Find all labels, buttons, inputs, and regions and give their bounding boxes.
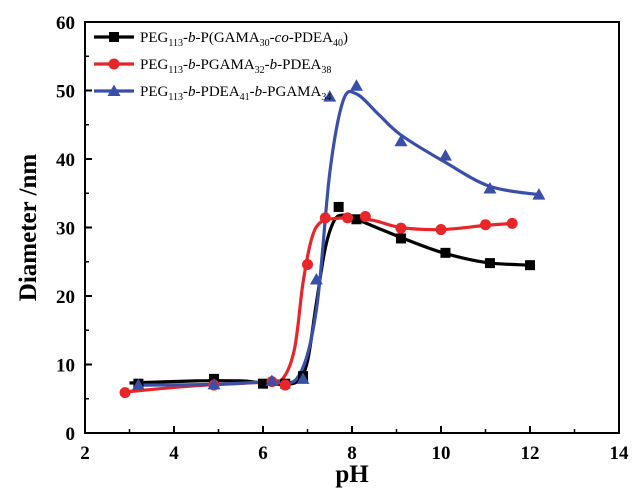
legend-text-part: b	[270, 57, 278, 73]
data-point-circle	[319, 212, 331, 224]
data-point-triangle	[207, 377, 221, 390]
x-tick-label: 6	[258, 443, 268, 464]
legend-text-part: -PDEA	[277, 57, 321, 73]
y-tick-label: 30	[56, 219, 75, 240]
legend-text-part: -	[183, 30, 188, 46]
data-point-triangle	[532, 188, 546, 200]
legend-text-part: -	[250, 84, 255, 100]
x-tick-label: 14	[610, 443, 630, 464]
legend-text-part: -	[265, 57, 270, 73]
series-curve-3	[138, 89, 540, 387]
data-point-square	[395, 233, 406, 244]
data-point-square	[351, 214, 362, 225]
legend-label-3: PEG113-b-PDEA41-b-PGAMA34	[140, 84, 331, 103]
legend-text-part: 34	[321, 92, 331, 103]
legend-text-part: )	[343, 30, 348, 46]
data-point-square	[440, 247, 451, 258]
smooth-curves	[124, 89, 540, 394]
data-point-circle	[480, 219, 491, 231]
legend-text-part: 40	[333, 38, 343, 49]
legend-marker-circle	[108, 58, 120, 70]
legend-text-part: b	[188, 84, 196, 100]
data-point-square	[258, 378, 268, 389]
y-axis-title: Diameter /nm	[15, 154, 42, 302]
legend-text-part: -PGAMA	[195, 57, 254, 73]
legend-text-part: -PDEA	[289, 30, 333, 46]
legend-text-part: 32	[255, 65, 265, 76]
series-curve-1	[129, 213, 531, 387]
data-point-triangle	[438, 149, 452, 161]
y-tick-label: 10	[56, 356, 75, 377]
data-point-circle	[119, 387, 131, 399]
legend-text-part: 113	[168, 65, 183, 76]
legend-text-part: PEG	[140, 84, 169, 100]
y-tick-label: 60	[56, 13, 75, 34]
legend-text-part: 113	[168, 92, 183, 103]
y-tick-label: 50	[56, 82, 75, 103]
data-point-circle	[302, 258, 313, 270]
y-tick-label: 0	[66, 424, 76, 445]
x-tick-label: 4	[169, 443, 179, 464]
data-point-square	[333, 201, 344, 212]
data-point-circle	[342, 212, 354, 224]
legend-text-part: b	[255, 84, 263, 100]
legend: PEG113-b-P(GAMA30-co-PDEA40)PEG113-b-PGA…	[94, 30, 348, 103]
legend-text-part: -P(GAMA	[195, 30, 259, 46]
legend-text-part: -	[183, 57, 188, 73]
data-point-triangle	[296, 372, 310, 384]
data-point-square	[525, 260, 535, 271]
x-tick-label: 10	[432, 443, 451, 464]
legend-text-part: 41	[240, 92, 250, 103]
data-point-triangle	[309, 273, 323, 285]
x-tick-label: 8	[347, 443, 357, 464]
data-point-square	[484, 258, 495, 269]
x-axis-title: pH	[335, 461, 369, 488]
data-point-triangle	[483, 181, 497, 194]
data-point-circle	[435, 224, 447, 236]
data-point-triangle	[131, 378, 145, 391]
y-axis-ticks: 0 10 20 30 40 50 60	[56, 13, 92, 445]
legend-text-part: 113	[168, 38, 183, 49]
legend-text-part: -	[183, 84, 188, 100]
legend-text-part: co	[275, 30, 290, 46]
legend-text-part: b	[188, 57, 196, 73]
data-point-triangle	[349, 79, 363, 91]
y-tick-label: 20	[56, 287, 75, 308]
legend-marker-square	[109, 32, 119, 42]
data-point-circle	[506, 217, 518, 229]
legend-text-part: 30	[260, 38, 270, 49]
data-markers	[119, 79, 546, 399]
data-point-triangle	[394, 134, 408, 147]
legend-text-part: -PDEA	[195, 84, 239, 100]
legend-text-part: -	[270, 30, 275, 46]
data-point-circle	[279, 379, 291, 391]
legend-label-1: PEG113-b-P(GAMA30-co-PDEA40)	[140, 30, 348, 49]
legend-label-2: PEG113-b-PGAMA32-b-PDEA38	[140, 57, 331, 76]
legend-text-part: PEG	[140, 57, 169, 73]
x-tick-label: 2	[80, 443, 90, 464]
x-axis-ticks: 2 4 6 8 10 12 14	[80, 426, 629, 464]
data-point-circle	[359, 211, 371, 223]
data-point-triangle	[265, 374, 279, 386]
x-tick-label: 12	[521, 443, 540, 464]
data-point-triangle	[323, 90, 337, 102]
legend-text-part: -PGAMA	[262, 84, 321, 100]
legend-text-part: b	[188, 30, 196, 46]
y-tick-label: 40	[56, 150, 75, 171]
legend-marker-triangle	[107, 84, 121, 96]
legend-text-part: PEG	[140, 30, 169, 46]
data-point-circle	[395, 222, 407, 234]
legend-text-part: 38	[321, 65, 331, 76]
